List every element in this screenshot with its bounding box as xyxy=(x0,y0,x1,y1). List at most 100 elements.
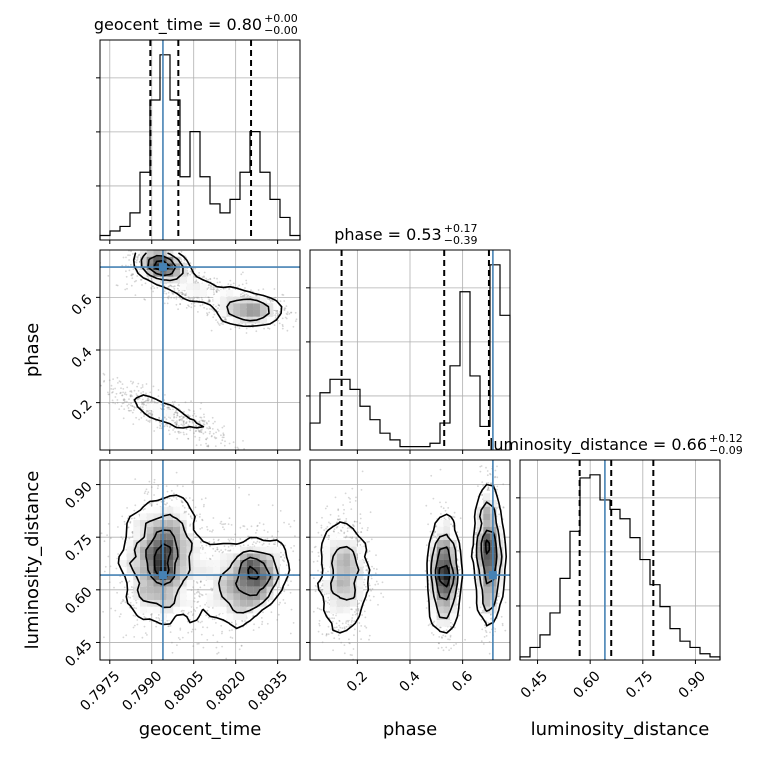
sample-point xyxy=(240,293,243,296)
sample-point xyxy=(116,401,119,404)
sample-point xyxy=(195,425,198,428)
sample-point xyxy=(132,423,135,425)
sample-point xyxy=(167,297,170,300)
sample-point xyxy=(203,503,205,506)
density-cell xyxy=(200,283,207,290)
sample-point xyxy=(103,379,106,382)
sample-point xyxy=(207,278,210,281)
sample-point xyxy=(121,394,123,397)
sample-point xyxy=(212,309,215,311)
sample-point xyxy=(209,530,211,532)
sample-point xyxy=(107,393,110,396)
sample-point xyxy=(273,288,276,290)
sample-point xyxy=(286,313,289,316)
density-cell xyxy=(173,276,180,284)
sample-point xyxy=(178,404,180,406)
sample-point xyxy=(210,435,213,438)
sample-point xyxy=(257,289,260,291)
sample-point xyxy=(194,281,197,283)
sample-point xyxy=(194,610,197,612)
sample-point xyxy=(239,545,242,548)
sample-point xyxy=(202,423,205,425)
sample-point xyxy=(173,289,176,292)
sample-point xyxy=(180,418,182,421)
sample-point xyxy=(122,256,125,259)
sample-point xyxy=(146,410,149,413)
sample-point xyxy=(166,502,169,505)
sample-point xyxy=(278,322,281,325)
sample-point xyxy=(136,256,138,258)
sample-point xyxy=(141,243,143,245)
sample-point xyxy=(207,286,210,289)
sample-point xyxy=(187,272,190,275)
sample-point xyxy=(255,294,258,297)
sample-point xyxy=(222,436,225,439)
sample-point xyxy=(164,394,166,396)
sample-point xyxy=(170,284,172,287)
sample-point xyxy=(146,397,149,400)
sample-point xyxy=(284,316,287,319)
sample-point xyxy=(165,418,168,421)
sample-point xyxy=(302,545,304,547)
sample-point xyxy=(242,271,244,274)
sample-point xyxy=(118,408,121,410)
sample-point xyxy=(178,430,180,433)
sample-point xyxy=(176,437,179,440)
sample-point xyxy=(217,304,220,307)
sample-point xyxy=(169,417,172,419)
sample-point xyxy=(206,609,209,612)
sample-point xyxy=(197,621,200,623)
sample-point xyxy=(211,416,214,419)
sample-point xyxy=(158,619,161,621)
density-cell xyxy=(233,290,240,297)
sample-point xyxy=(182,416,185,419)
sample-point xyxy=(255,330,258,333)
sample-point xyxy=(122,636,125,639)
sample-point xyxy=(213,541,216,544)
sample-point xyxy=(285,317,288,320)
sample-point xyxy=(211,554,214,557)
density-contour xyxy=(140,252,270,322)
sample-point xyxy=(200,593,203,596)
density-cell xyxy=(220,310,227,317)
sample-point xyxy=(238,284,241,287)
sample-point xyxy=(129,390,132,393)
sample-point xyxy=(129,601,132,604)
sample-point xyxy=(141,386,144,388)
sample-point xyxy=(282,559,284,561)
panel-background xyxy=(520,460,720,660)
sample-point xyxy=(246,528,249,531)
sample-point xyxy=(189,523,192,526)
sample-point xyxy=(151,413,154,415)
sample-point xyxy=(173,422,176,424)
sample-point xyxy=(227,523,230,525)
density-cell xyxy=(200,290,207,297)
sample-point xyxy=(179,416,181,418)
density-cell xyxy=(146,256,154,264)
density-cell xyxy=(146,403,154,410)
sample-point xyxy=(107,523,110,525)
sample-point xyxy=(176,485,179,487)
sample-point xyxy=(131,395,134,397)
sample-point xyxy=(147,396,150,399)
density-cell xyxy=(260,296,267,304)
sample-point xyxy=(208,299,211,302)
sample-point xyxy=(201,527,203,529)
sample-point xyxy=(187,272,189,274)
sample-point xyxy=(123,398,126,401)
sample-point xyxy=(263,327,265,330)
sample-point xyxy=(170,296,173,299)
sample-point xyxy=(245,293,248,296)
sample-point xyxy=(206,422,209,425)
sample-point xyxy=(127,596,130,598)
sample-point xyxy=(292,550,295,553)
sample-point xyxy=(211,618,214,621)
sample-point xyxy=(198,595,201,597)
sample-point xyxy=(228,550,231,552)
sample-point xyxy=(189,666,191,668)
sample-point xyxy=(212,547,215,550)
sample-point xyxy=(146,399,149,402)
sample-point xyxy=(200,498,203,501)
sample-point xyxy=(190,400,193,403)
sample-point xyxy=(266,622,269,625)
